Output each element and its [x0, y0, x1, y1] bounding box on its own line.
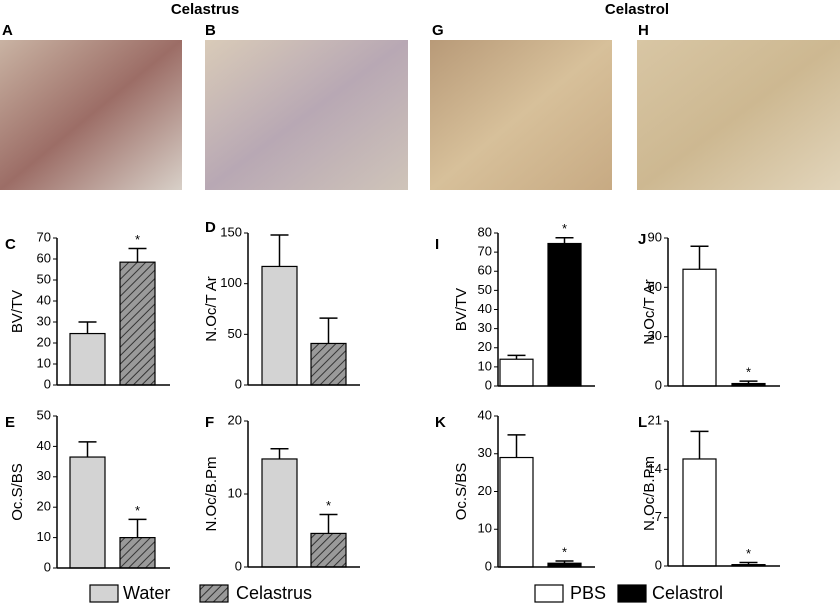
y-tick-label: 100	[220, 275, 242, 290]
panel-letter: I	[435, 236, 439, 253]
y-tick-label: 70	[37, 229, 51, 244]
annotation: *	[746, 365, 751, 380]
panel-letter: C	[5, 236, 16, 253]
y-tick-label: 10	[478, 358, 492, 373]
y-tick-label: 0	[44, 376, 51, 391]
y-tick-label: 0	[485, 558, 492, 573]
y-tick-label: 40	[37, 438, 51, 453]
heading: Celastrus	[171, 1, 239, 18]
y-tick-label: 14	[648, 461, 662, 476]
legend-label: PBS	[570, 583, 606, 603]
y-axis-label: BV/TV	[9, 290, 26, 333]
y-tick-label: 40	[478, 301, 492, 316]
y-tick-label: 10	[228, 485, 242, 500]
bar	[547, 242, 582, 387]
panel-letter: J	[638, 231, 646, 248]
bar	[119, 261, 156, 386]
panel-letter: G	[432, 22, 444, 39]
heading: Celastrol	[605, 1, 669, 18]
annotation: *	[135, 232, 140, 247]
annotation: *	[562, 544, 567, 559]
bar	[499, 456, 534, 568]
y-tick-label: 50	[37, 407, 51, 422]
y-axis-label: Oc.S/BS	[453, 463, 470, 521]
y-tick-label: 30	[648, 328, 662, 343]
bar	[310, 532, 347, 568]
legend-label: Celastrus	[236, 583, 312, 603]
legend-swatch	[617, 584, 647, 603]
y-tick-label: 50	[37, 271, 51, 286]
bar	[682, 458, 717, 567]
bar	[682, 268, 717, 387]
y-axis-label: N.Oc/B.Pm	[203, 456, 220, 531]
bar	[119, 536, 156, 569]
annotation: *	[326, 498, 331, 513]
y-axis-label: Oc.S/BS	[9, 463, 26, 521]
y-tick-label: 60	[478, 263, 492, 278]
y-tick-label: 60	[648, 279, 662, 294]
annotation: *	[135, 503, 140, 518]
legend-swatch	[199, 584, 229, 603]
panel-letter: B	[205, 22, 216, 39]
y-tick-label: 60	[37, 250, 51, 265]
panel-letter: E	[5, 414, 15, 431]
y-axis-label: BV/TV	[453, 288, 470, 331]
y-tick-label: 80	[478, 224, 492, 239]
y-tick-label: 40	[478, 407, 492, 422]
photo	[430, 40, 612, 190]
y-tick-label: 30	[478, 445, 492, 460]
y-tick-label: 0	[235, 376, 242, 391]
annotation: *	[746, 546, 751, 561]
y-tick-label: 30	[37, 313, 51, 328]
y-tick-label: 10	[37, 529, 51, 544]
y-tick-label: 150	[220, 224, 242, 239]
photo	[205, 40, 408, 190]
y-tick-label: 70	[478, 244, 492, 259]
photo	[0, 40, 182, 190]
y-tick-label: 0	[44, 559, 51, 574]
y-tick-label: 7	[655, 509, 662, 524]
y-tick-label: 20	[478, 483, 492, 498]
y-tick-label: 20	[37, 499, 51, 514]
y-tick-label: 20	[478, 339, 492, 354]
annotation: *	[562, 221, 567, 236]
bar	[261, 458, 298, 568]
photo	[637, 40, 840, 190]
bar	[69, 456, 106, 569]
y-tick-label: 10	[37, 355, 51, 370]
y-axis-label: N.Oc/T Ar	[203, 276, 220, 342]
y-tick-label: 50	[228, 326, 242, 341]
y-tick-label: 0	[235, 558, 242, 573]
y-tick-label: 30	[37, 468, 51, 483]
y-tick-label: 90	[648, 229, 662, 244]
panel-letter: L	[638, 414, 647, 431]
bar	[499, 358, 534, 387]
panel-letter: A	[2, 22, 13, 39]
panel-letter: F	[205, 414, 214, 431]
panel-letter: H	[638, 22, 649, 39]
legend-swatch	[534, 584, 564, 603]
y-tick-label: 0	[655, 557, 662, 572]
y-tick-label: 20	[37, 334, 51, 349]
bar	[69, 332, 106, 386]
legend-swatch	[89, 584, 119, 603]
y-tick-label: 21	[648, 412, 662, 427]
panel-letter: D	[205, 219, 216, 236]
y-tick-label: 0	[485, 377, 492, 392]
y-tick-label: 10	[478, 521, 492, 536]
y-tick-label: 40	[37, 292, 51, 307]
panel-letter: K	[435, 414, 446, 431]
bar	[261, 265, 298, 386]
y-axis-label: N.Oc/T Ar	[641, 279, 658, 345]
y-axis-label: N.Oc/B.Pm	[641, 456, 658, 531]
y-tick-label: 0	[655, 377, 662, 392]
y-tick-label: 30	[478, 320, 492, 335]
y-tick-label: 50	[478, 282, 492, 297]
legend-label: Celastrol	[652, 583, 723, 603]
bar	[310, 342, 347, 386]
y-tick-label: 20	[228, 412, 242, 427]
legend-label: Water	[123, 583, 170, 603]
